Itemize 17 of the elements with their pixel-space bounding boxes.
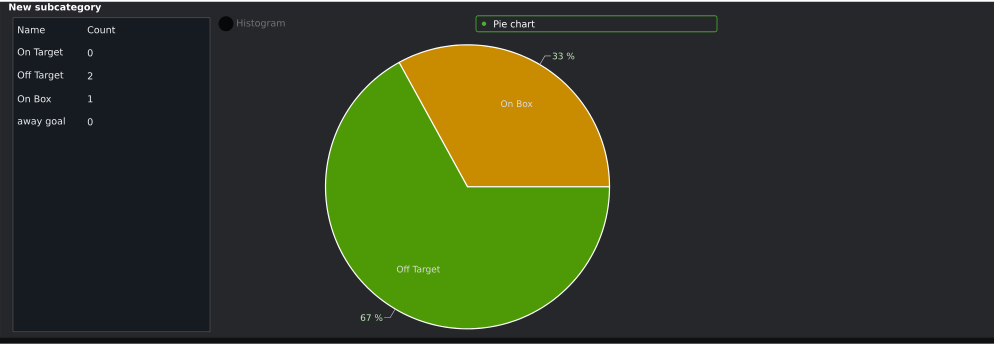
- text: Histogram: [237, 19, 285, 28]
- text: New subcategory: [9, 3, 102, 13]
- text: 1: [88, 95, 92, 102]
- text: Off Target: [18, 71, 64, 80]
- text: On Target: [18, 48, 63, 58]
- text: 0: [88, 118, 93, 126]
- text: Pie chart: [494, 20, 535, 28]
- text: 0: [88, 49, 93, 56]
- text: Name: [18, 26, 45, 34]
- text: Count: [88, 26, 116, 34]
- text: 2: [88, 72, 92, 80]
- data-label: 33 %: [552, 52, 574, 60]
- slice-label: On Box: [501, 100, 533, 108]
- text: On Box: [18, 95, 52, 102]
- slice-label: Off Target: [396, 266, 440, 274]
- data-label: 67 %: [360, 314, 382, 322]
- text: away goal: [18, 117, 65, 126]
